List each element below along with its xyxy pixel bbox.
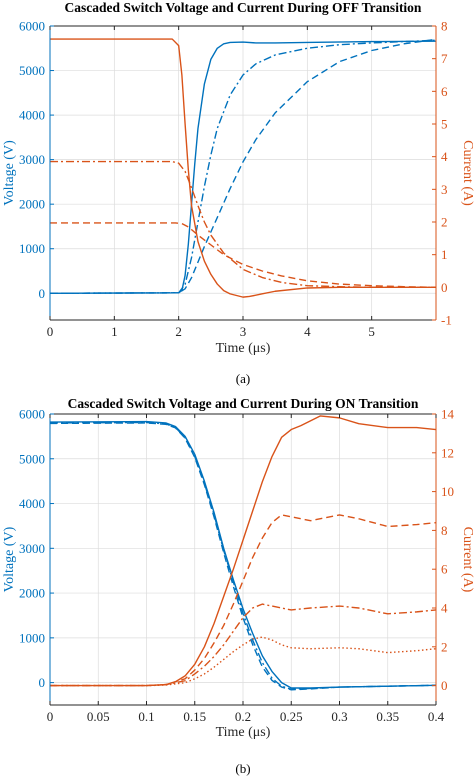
y2-tick-label: 8: [441, 523, 448, 538]
y2-tick-label: 0: [441, 678, 448, 693]
chart-panel-2: 0 0.05 0.1 0.15 0.2 0.25 0.3 0.35 0.4 0 1000 2000 30…: [2, 396, 474, 776]
y-axis-label: Voltage (V): [2, 140, 17, 206]
y2-tick-label: 5: [441, 117, 448, 132]
y-tick-label: 5000: [19, 63, 45, 78]
y2-tick-label: 2: [441, 639, 448, 654]
y2-tick-label: 0: [441, 280, 448, 295]
x-tick-label: 0.05: [87, 709, 110, 724]
y2-tick-label: 3: [441, 182, 448, 197]
y2-axis-label: Current (A): [460, 527, 474, 593]
y-tick-label: 1000: [19, 241, 45, 256]
x-tick-label: 4: [304, 324, 311, 339]
current-series-6-dashed: [50, 222, 436, 289]
current-series-5-dashdot: [50, 160, 436, 289]
x-tick-label: 0.1: [138, 709, 154, 724]
current-series-4-solid: [50, 38, 436, 298]
x-tick-label: 1: [111, 324, 118, 339]
current-series-7-dotted: [50, 636, 436, 687]
x-tick-label: 0.25: [280, 709, 303, 724]
y-tick-label: 5000: [19, 451, 45, 466]
y-axis-label: Voltage (V): [2, 526, 17, 592]
y2-tick-label: 2: [441, 215, 448, 230]
y2-tick-label: 4: [441, 601, 448, 616]
current-series-4-solid: [50, 415, 436, 687]
x-axis-label: Time (μs): [216, 341, 271, 356]
x-tick-label: 0.4: [428, 709, 445, 724]
x-tick-label: 3: [240, 324, 247, 339]
y2-tick-label: 12: [441, 445, 454, 460]
x-tick-label: 2: [175, 324, 182, 339]
y-tick-label: 0: [39, 286, 46, 301]
y-tick-label: 3000: [19, 152, 45, 167]
x-tick-label: 0.2: [235, 709, 251, 724]
series-group: [50, 415, 436, 691]
y-tick-label: 0: [39, 675, 46, 690]
y2-tick-label: 14: [441, 407, 455, 422]
chart-title: Cascaded Switch Voltage and Current Duri…: [65, 0, 422, 15]
y-tick-label: 2000: [19, 586, 45, 601]
subfigure-caption: (a): [236, 371, 250, 386]
y2-axis-label: Current (A): [460, 140, 474, 206]
y2-tick-label: -1: [441, 313, 452, 328]
x-tick-label: 0.35: [376, 709, 399, 724]
y2-tick-label: 6: [441, 84, 448, 99]
y2-tick-label: 4: [441, 149, 448, 164]
y2-tick-label: 1: [441, 247, 448, 262]
current-series-5-dashed: [50, 514, 436, 687]
subfigure-caption: (b): [235, 761, 250, 776]
chart-panel-1: 0 1 2 3 4 5 0 1000 2000 3000 4000 5000 6000 -1 0 1 2 3 4 5 6…: [2, 0, 474, 386]
y-tick-label: 2000: [19, 197, 45, 212]
x-tick-label: 0.3: [331, 709, 347, 724]
voltage-series-2-dashdot: [50, 421, 436, 691]
voltage-series-1-solid: [50, 40, 436, 294]
x-tick-label: 5: [368, 324, 375, 339]
y-tick-label: 6000: [19, 407, 45, 422]
y2-tick-label: 10: [441, 484, 454, 499]
x-axis-label: Time (μs): [216, 725, 271, 740]
y-tick-label: 6000: [19, 19, 45, 34]
y-tick-label: 1000: [19, 630, 45, 645]
x-tick-label: 0: [47, 324, 54, 339]
y-tick-label: 4000: [19, 108, 45, 123]
voltage-series-3-dashed: [50, 422, 436, 691]
y2-tick-label: 8: [441, 19, 448, 34]
x-tick-label: 0.15: [183, 709, 206, 724]
chart-title: Cascaded Switch Voltage and Current Duri…: [68, 396, 419, 411]
current-series-6-dashdot: [50, 603, 436, 687]
y2-tick-label: 7: [441, 51, 448, 66]
y-tick-label: 3000: [19, 541, 45, 556]
y2-tick-label: 6: [441, 562, 448, 577]
series-group: [50, 38, 436, 298]
x-tick-label: 0: [47, 709, 54, 724]
y-tick-label: 4000: [19, 496, 45, 511]
voltage-series-3-dashed: [50, 38, 436, 294]
